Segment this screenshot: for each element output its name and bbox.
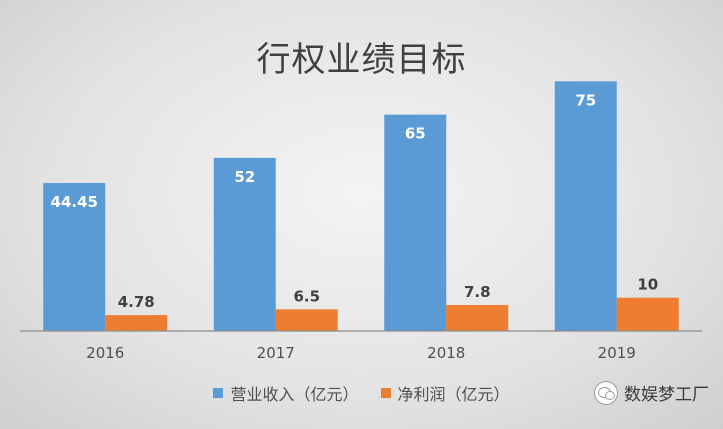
- x-tick-label-2018: 2018: [427, 344, 465, 362]
- wechat-icon: [594, 380, 618, 405]
- bars-group: [43, 81, 679, 332]
- data-label-revenue-2018: 65: [405, 125, 426, 143]
- legend-swatch-profit: [380, 388, 391, 398]
- watermark: 数娱梦工厂: [594, 380, 709, 405]
- chart-title: 行权业绩目标: [256, 40, 467, 80]
- bar-revenue-2019: [554, 81, 617, 331]
- data-label-profit-2017: 6.5: [293, 287, 320, 305]
- data-label-profit-2016: 4.78: [118, 293, 155, 311]
- x-tick-label-2016: 2016: [86, 344, 124, 362]
- legend-swatch-revenue: [213, 388, 224, 398]
- x-tick-label-2017: 2017: [257, 344, 295, 362]
- bar-profit-2019: [616, 297, 679, 331]
- bar-profit-2018: [446, 305, 509, 331]
- legend-item-profit: 净利润（亿元）: [380, 381, 510, 405]
- data-label-profit-2019: 10: [637, 276, 658, 294]
- data-label-profit-2018: 7.8: [464, 283, 491, 301]
- bar-revenue-2016: [43, 183, 106, 331]
- legend-label-revenue: 营业收入（亿元）: [230, 385, 359, 404]
- legend-item-revenue: 营业收入（亿元）: [213, 381, 359, 405]
- bar-revenue-2018: [384, 114, 447, 332]
- bar-profit-2017: [275, 309, 338, 331]
- bar-profit-2016: [105, 315, 168, 331]
- data-label-revenue-2019: 75: [575, 91, 596, 109]
- watermark-text: 数娱梦工厂: [624, 385, 709, 405]
- legend: 营业收入（亿元） 净利润（亿元）: [0, 381, 723, 405]
- data-labels-group: 44.45 4.78 52 6.5 65 7.8 75 10: [51, 91, 659, 311]
- legend-label-profit: 净利润（亿元）: [397, 385, 510, 404]
- x-tick-labels-group: 2016 2017 2018 2019: [86, 344, 636, 362]
- x-tick-label-2019: 2019: [598, 344, 636, 362]
- data-label-revenue-2017: 52: [234, 168, 255, 186]
- bar-revenue-2017: [213, 157, 276, 331]
- data-label-revenue-2016: 44.45: [51, 193, 98, 211]
